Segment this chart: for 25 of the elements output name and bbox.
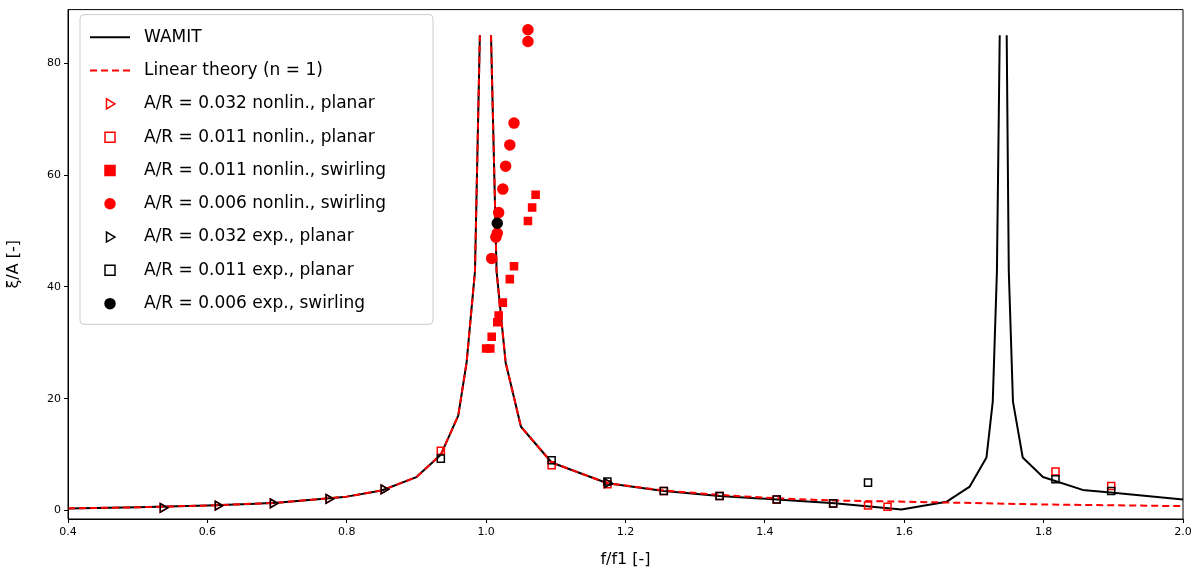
x-tick-label: 0.6 xyxy=(198,525,217,539)
y-tick-label: 40 xyxy=(47,279,61,293)
y-tick-label: 80 xyxy=(47,56,61,70)
x-tick-label: 0.4 xyxy=(59,525,77,539)
legend-label: A/R = 0.006 exp., swirling xyxy=(144,292,365,313)
x-tick-label: 1.8 xyxy=(1034,525,1053,539)
legend-label: A/R = 0.006 nonlin., swirling xyxy=(144,192,387,213)
y-tick-label: 0 xyxy=(54,503,61,517)
y-axis-title: ξ/A [-] xyxy=(2,240,22,289)
legend-label: A/R = 0.011 nonlin., swirling xyxy=(144,158,387,179)
y-tick-label: 20 xyxy=(47,391,61,405)
x-tick-label: 1.4 xyxy=(756,525,774,539)
legend-label: WAMIT xyxy=(144,25,203,46)
y-tick-label: 60 xyxy=(47,167,61,181)
legend-label: A/R = 0.032 nonlin., planar xyxy=(144,92,375,113)
legend-label: Linear theory (n = 1) xyxy=(144,58,323,79)
legend-label: A/R = 0.032 exp., planar xyxy=(144,225,354,246)
x-axis-title: f/f1 [-] xyxy=(600,548,651,568)
legend-label: A/R = 0.011 nonlin., planar xyxy=(144,125,375,146)
legend-label: A/R = 0.011 exp., planar xyxy=(144,258,354,279)
x-tick-label: 0.8 xyxy=(338,525,356,539)
x-tick-label: 1.2 xyxy=(616,525,635,539)
x-tick-label: 1.0 xyxy=(477,525,495,539)
x-tick-label: 1.6 xyxy=(895,525,913,539)
x-tick-label: 2.0 xyxy=(1174,525,1192,539)
